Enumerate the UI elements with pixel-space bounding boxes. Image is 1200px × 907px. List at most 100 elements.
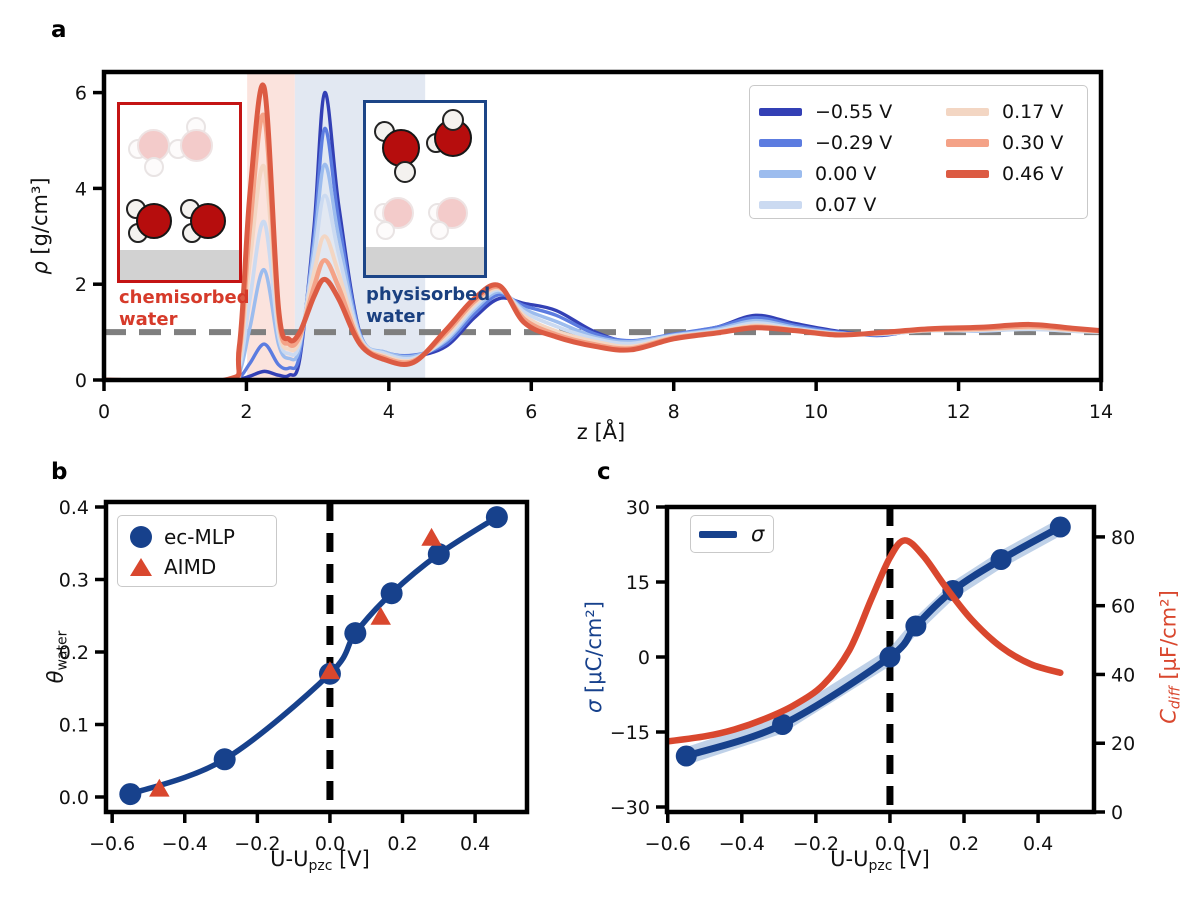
panel-c-x-axis-label: U-Upzc [V] (830, 847, 930, 874)
data-point-triangle (319, 661, 341, 680)
x-tick-label: 0.0 (875, 833, 905, 855)
legend-line-icon (946, 107, 989, 116)
uupzc-unit: [V] (332, 847, 370, 871)
legend-line-icon (946, 169, 989, 178)
y-tick-label: 0 (75, 370, 87, 392)
x-tick-label: 14 (1089, 401, 1113, 423)
panel-a-x-axis-label: z [Å] (576, 420, 626, 444)
rho-symbol: ρ (28, 261, 52, 275)
right-y-tick-label: 60 (1111, 596, 1135, 618)
panel-c-plot: −0.6 −0.4 −0.2 0.0 0.2 0.4 30 15 0 −15 −30 0 20 40 60 8… (610, 497, 1135, 855)
ec-mlp-marker-icon (118, 526, 164, 548)
panel-c-letter: c (597, 459, 611, 485)
axes-frame (664, 504, 1097, 815)
right-y-tick-label: 80 (1111, 527, 1135, 549)
y-tick-label: 0.3 (59, 570, 89, 592)
legend-label: σ (751, 522, 765, 546)
legend-label: −0.29 V (815, 131, 893, 154)
x-tick-label: 12 (946, 401, 970, 423)
data-point-triangle (149, 778, 170, 797)
x-tick-label: 0.2 (949, 833, 979, 855)
legend-line-icon (946, 138, 989, 147)
legend-entry-0.00 V: 0.00 V (759, 158, 946, 189)
x-tick-label: 0.4 (1023, 833, 1053, 855)
oxygen-atom (436, 197, 468, 229)
x-tick-label: −0.2 (234, 833, 280, 855)
legend-line-icon (759, 107, 802, 116)
panel-b-letter: b (51, 459, 68, 485)
legend-column-1: −0.55 V −0.29 V 0.00 V 0.07 V (759, 96, 946, 216)
x-tick-label: −0.4 (719, 833, 765, 855)
x-tick-label: −0.2 (793, 833, 839, 855)
y-tick-label: 0 (638, 647, 650, 669)
uupzc-subscript: pzc (308, 858, 333, 874)
data-point-circle (879, 646, 901, 668)
hydrogen-atom (376, 221, 395, 240)
y-tick-label: 4 (75, 178, 87, 200)
x-tick-label: 0.0 (315, 833, 345, 855)
panel-c-right-y-axis-label: Cdiff [μF/cm²] (1157, 590, 1184, 724)
theta-subscript: water (54, 630, 71, 671)
hydrogen-atom (430, 221, 449, 240)
data-point-circle (905, 615, 927, 637)
oxygen-atom (382, 129, 420, 167)
y-tick-label: 0.1 (59, 714, 89, 736)
y-tick-label: 0.0 (59, 787, 89, 809)
data-point-circle (485, 506, 508, 529)
oxygen-atom (136, 203, 172, 239)
y-tick-label: 6 (75, 83, 87, 105)
cdiff-subscript: diff (1167, 686, 1184, 710)
legend-column-2: 0.17 V 0.30 V 0.46 V (946, 96, 1087, 210)
data-point-circle (990, 549, 1012, 570)
physisorbed-water-inset (363, 100, 487, 278)
uupzc-main-c: U-U (830, 847, 869, 871)
data-point-circle (427, 543, 450, 566)
legend-line-icon (759, 138, 802, 147)
sigma-unit: [μC/cm²] (582, 601, 606, 700)
data-point-circle (675, 745, 697, 767)
cdiff-unit: [μF/cm²] (1156, 590, 1181, 687)
physisorbed-water-label: physisorbed water (366, 284, 491, 327)
y-tick-label: 0.2 (59, 642, 89, 664)
oxygen-atom (190, 203, 226, 239)
panel-c-left-y-axis-label: σ [μC/cm²] (582, 601, 606, 713)
sigma-symbol: σ (582, 699, 606, 713)
metal-surface (366, 247, 484, 275)
aimd-marker-icon (118, 557, 164, 577)
legend-label: ec-MLP (164, 525, 235, 549)
legend-line-icon (759, 169, 802, 178)
uupzc-main: U-U (270, 847, 309, 871)
chemisorbed-water-inset (117, 102, 242, 283)
data-point-circle (772, 714, 794, 735)
x-tick-label: 4 (383, 401, 395, 423)
legend-entry-0.30 V: 0.30 V (946, 127, 1087, 158)
axes-frame (101, 69, 1104, 383)
right-y-tick-label: 40 (1111, 664, 1135, 686)
y-tick-label: 2 (75, 274, 87, 296)
uupzc-subscript-c: pzc (868, 858, 893, 874)
chemisorbed-water-label: chemisorbed water (119, 287, 250, 330)
x-tick-label: 6 (525, 401, 537, 423)
legend-entry-ec-mlp: ec-MLP (118, 522, 276, 552)
cdiff-symbol: C (1156, 709, 1181, 724)
legend-label: 0.30 V (1002, 131, 1064, 154)
panel-b-y-axis-label: θwater (44, 631, 71, 684)
panel-b-x-axis-label: U-Upzc [V] (270, 847, 370, 874)
data-point-circle (213, 748, 236, 771)
y-tick-label: 30 (626, 497, 650, 519)
legend-label: 0.00 V (815, 162, 877, 185)
legend-entry-aimd: AIMD (118, 552, 276, 582)
panel-b-plot: −0.6 −0.4 −0.2 0.0 0.2 0.4 0.0 0.1 0.2 0.3 0.4 (59, 497, 530, 855)
legend-entry-−0.29 V: −0.29 V (759, 127, 946, 158)
oxygen-atom (180, 129, 213, 162)
legend-entry-−0.55 V: −0.55 V (759, 96, 946, 127)
y-tick-label: −15 (610, 722, 650, 744)
x-tick-label: 0.2 (387, 833, 417, 855)
panel-b-legend: ec-MLP AIMD (117, 515, 277, 587)
hydrogen-atom (442, 109, 464, 131)
legend-entry-0.07 V: 0.07 V (759, 189, 946, 220)
legend-label: −0.55 V (815, 100, 893, 123)
x-tick-label: 0.4 (460, 833, 490, 855)
